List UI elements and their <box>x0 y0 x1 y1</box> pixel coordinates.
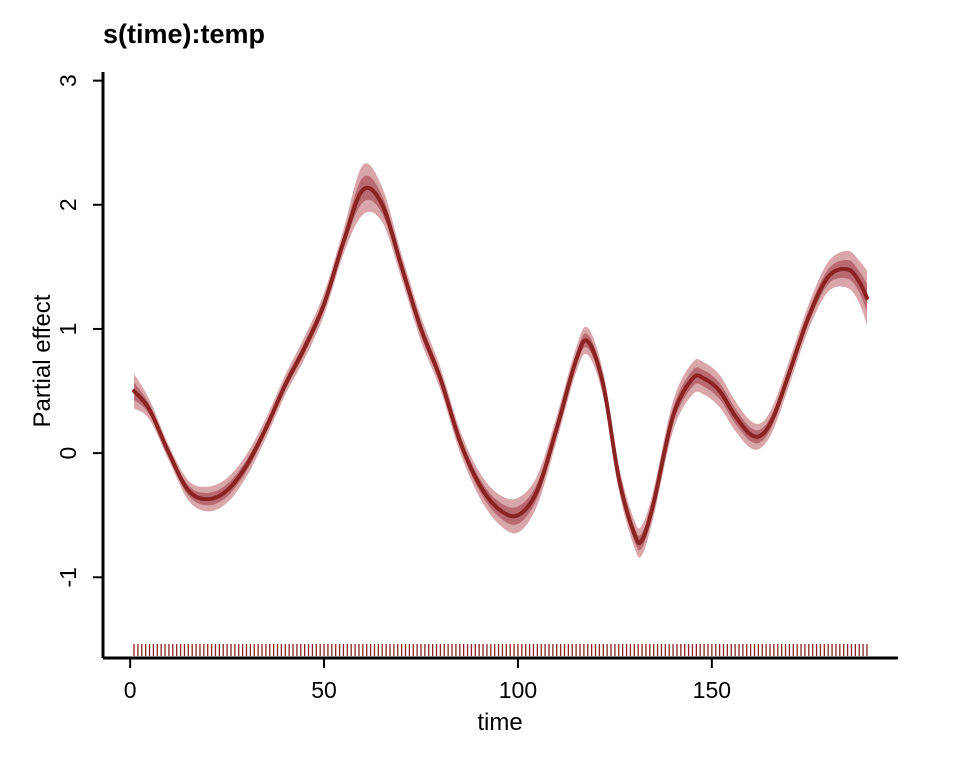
chart-title: s(time):temp <box>103 19 265 49</box>
y-tick-label: 1 <box>55 323 81 336</box>
x-tick-label: 50 <box>311 677 337 703</box>
series-lines <box>132 185 869 546</box>
x-tick-label: 100 <box>499 677 537 703</box>
confidence-bands <box>134 163 867 558</box>
y-tick-label: 0 <box>55 447 81 460</box>
inner-confidence-band <box>134 175 867 551</box>
x-axis-ticks: 0 50 100 150 <box>124 658 731 703</box>
y-axis-ticks: -1 0 1 2 3 <box>55 74 103 588</box>
x-axis-label: time <box>477 709 522 736</box>
y-tick-label: 3 <box>55 74 81 87</box>
rug-marks <box>133 644 868 656</box>
x-tick-label: 150 <box>693 677 731 703</box>
y-axis-label: Partial effect <box>29 294 56 427</box>
x-tick-label: 0 <box>124 677 137 703</box>
y-tick-label: -1 <box>55 567 81 587</box>
outer-confidence-band <box>134 163 867 558</box>
y-tick-label: 2 <box>55 198 81 211</box>
smooth-effect-line <box>132 185 869 546</box>
